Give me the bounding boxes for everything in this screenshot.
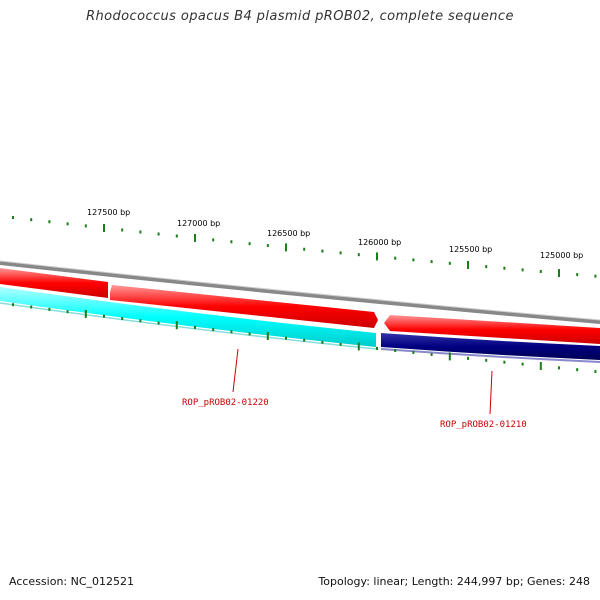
leader-line	[489, 370, 493, 415]
ruler-label: 127000 bp	[177, 219, 220, 228]
accession-label: Accession: NC_012521	[9, 575, 135, 588]
ruler-label: 125000 bp	[540, 251, 583, 260]
forward-gene-3	[384, 315, 600, 344]
ruler-label: 126000 bp	[358, 238, 401, 247]
ruler-label: 126500 bp	[267, 229, 310, 238]
map-title: Rhodococcus opacus B4 plasmid pROB02, co…	[86, 9, 514, 24]
forward-gene-2	[110, 285, 378, 328]
gene-label[interactable]: ROP_pROB02-01220	[182, 398, 269, 408]
forward-gene-1	[0, 268, 108, 298]
leader-line	[232, 348, 239, 393]
ruler-labels: 127500 bp 127000 bp 126500 bp 126000 bp …	[87, 208, 583, 260]
gene-label[interactable]: ROP_pROB02-01210	[440, 420, 527, 430]
ruler-label: 127500 bp	[87, 208, 130, 217]
ruler-label: 125500 bp	[449, 245, 492, 254]
inner-tick-ring	[12, 303, 597, 374]
backbone-line	[0, 261, 600, 324]
outer-tick-ring	[12, 216, 597, 278]
summary-label: Topology: linear; Length: 244,997 bp; Ge…	[318, 575, 590, 588]
gene-ROP_pROB02-01220[interactable]	[0, 287, 376, 347]
gene-ROP_pROB02-01210[interactable]	[381, 333, 600, 360]
